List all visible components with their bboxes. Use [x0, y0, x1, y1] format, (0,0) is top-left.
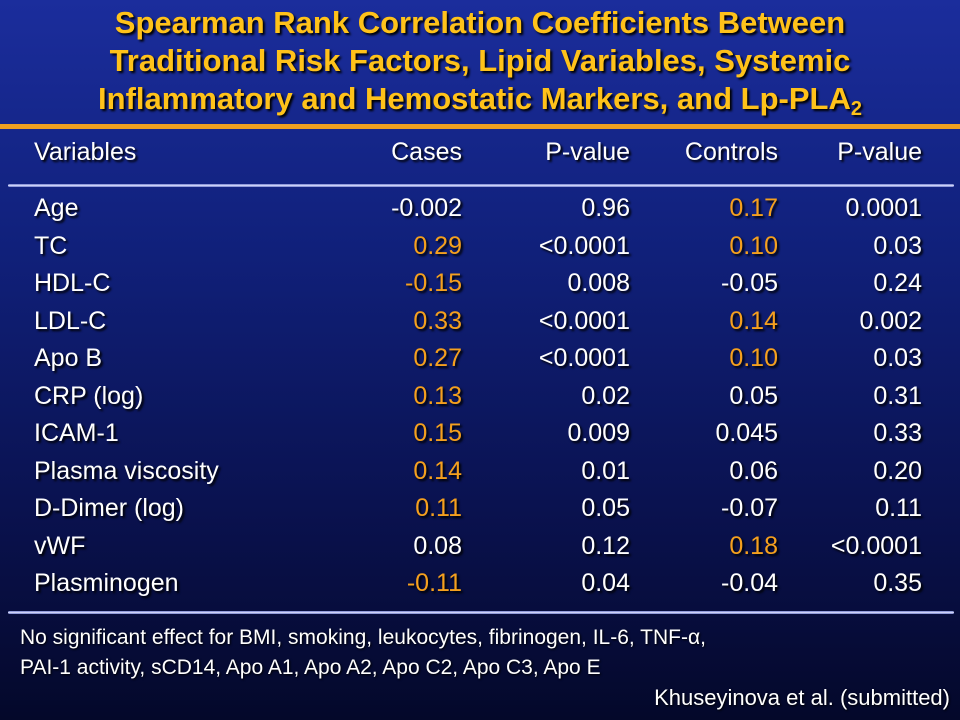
controls-p-value: 0.002 — [859, 307, 922, 335]
table-row: LDL-C 0.33 <0.0001 0.14 0.002 — [0, 303, 960, 340]
title-subscript: 2 — [850, 98, 862, 120]
controls-value: 0.17 — [729, 194, 778, 222]
cases-value: -0.15 — [405, 269, 462, 297]
row-label: D-Dimer (log) — [34, 494, 184, 522]
table-row: D-Dimer (log) 0.11 0.05 -0.07 0.11 — [0, 490, 960, 527]
cases-value: 0.29 — [413, 232, 462, 260]
controls-p-value: 0.35 — [873, 569, 922, 597]
title-underline — [0, 124, 960, 129]
cases-value: 0.08 — [413, 532, 462, 560]
controls-value: -0.07 — [721, 494, 778, 522]
cases-value: 0.15 — [413, 419, 462, 447]
row-label: HDL-C — [34, 269, 111, 297]
cases-value: 0.14 — [413, 457, 462, 485]
controls-value: 0.045 — [715, 419, 778, 447]
header-divider — [8, 184, 954, 187]
header-cases: Cases — [391, 138, 462, 166]
header-controls-p-value: P-value — [837, 138, 922, 166]
controls-p-value: 0.24 — [873, 269, 922, 297]
controls-p-value: <0.0001 — [830, 532, 922, 560]
cases-value: 0.13 — [413, 382, 462, 410]
table-row: Age -0.002 0.96 0.17 0.0001 — [0, 190, 960, 227]
footnote: No significant effect for BMI, smoking, … — [20, 623, 940, 683]
controls-p-value: 0.0001 — [845, 194, 922, 222]
table-bottom-divider — [8, 611, 954, 614]
controls-value: 0.14 — [729, 307, 778, 335]
table-row: vWF 0.08 0.12 0.18 <0.0001 — [0, 528, 960, 565]
controls-p-value: 0.11 — [875, 494, 922, 522]
header-cases-p-value: P-value — [545, 138, 630, 166]
cases-p-value: 0.01 — [581, 457, 630, 485]
controls-value: 0.18 — [729, 532, 778, 560]
row-label: CRP (log) — [34, 382, 144, 410]
cases-value: 0.27 — [413, 344, 462, 372]
cases-p-value: 0.96 — [581, 194, 630, 222]
row-label: ICAM-1 — [34, 419, 119, 447]
title-line-3: Inflammatory and Hemostatic Markers, and… — [0, 80, 960, 120]
cases-p-value: <0.0001 — [538, 344, 630, 372]
row-label: Age — [34, 194, 79, 222]
title-line-1: Spearman Rank Correlation Coefficients B… — [114, 5, 846, 40]
controls-value: -0.05 — [721, 269, 778, 297]
header-controls: Controls — [684, 138, 778, 166]
cases-value: 0.33 — [413, 307, 462, 335]
row-label: TC — [34, 232, 68, 260]
cases-p-value: 0.04 — [581, 569, 630, 597]
table-row: HDL-C -0.15 0.008 -0.05 0.24 — [0, 265, 960, 302]
cases-p-value: 0.008 — [567, 269, 630, 297]
header-variables: Variables — [34, 138, 137, 166]
cases-p-value: <0.0001 — [538, 232, 630, 260]
cases-value: -0.11 — [406, 569, 462, 597]
row-label: vWF — [34, 532, 86, 560]
cases-p-value: 0.009 — [567, 419, 630, 447]
controls-value: 0.05 — [729, 382, 778, 410]
controls-p-value: 0.20 — [873, 457, 922, 485]
controls-value: -0.04 — [721, 569, 778, 597]
citation: Khuseyinova et al. (submitted) — [654, 685, 950, 710]
row-label: LDL-C — [34, 307, 107, 335]
controls-p-value: 0.03 — [873, 232, 922, 260]
table-row: ICAM-1 0.15 0.009 0.045 0.33 — [0, 415, 960, 452]
table-row: Apo B 0.27 <0.0001 0.10 0.03 — [0, 340, 960, 377]
cases-p-value: <0.0001 — [538, 307, 630, 335]
table-row: Plasma viscosity 0.14 0.01 0.06 0.20 — [0, 453, 960, 490]
controls-p-value: 0.33 — [873, 419, 922, 447]
row-label: Apo B — [34, 344, 103, 372]
controls-p-value: 0.31 — [873, 382, 922, 410]
cases-p-value: 0.05 — [581, 494, 630, 522]
title-line-3-text: Inflammatory and Hemostatic Markers, and… — [98, 81, 851, 116]
controls-value: 0.06 — [729, 457, 778, 485]
row-label: Plasminogen — [34, 569, 179, 597]
cases-value: -0.002 — [391, 194, 462, 222]
title-line-2: Traditional Risk Factors, Lipid Variable… — [109, 43, 851, 78]
cases-p-value: 0.12 — [581, 532, 630, 560]
cases-p-value: 0.02 — [581, 382, 630, 410]
table-header-row: Variables Cases P-value Controls P-value — [0, 134, 960, 171]
footnote-line-1: No significant effect for BMI, smoking, … — [20, 626, 706, 649]
row-label: Plasma viscosity — [34, 457, 219, 485]
table-row: Plasminogen -0.11 0.04 -0.04 0.35 — [0, 565, 960, 602]
controls-p-value: 0.03 — [873, 344, 922, 372]
controls-value: 0.10 — [729, 344, 778, 372]
slide-title: Spearman Rank Correlation Coefficients B… — [0, 4, 960, 120]
cases-value: 0.11 — [415, 494, 462, 522]
controls-value: 0.10 — [729, 232, 778, 260]
table-row: CRP (log) 0.13 0.02 0.05 0.31 — [0, 378, 960, 415]
table-row: TC 0.29 <0.0001 0.10 0.03 — [0, 228, 960, 265]
footnote-line-2: PAI-1 activity, sCD14, Apo A1, Apo A2, A… — [20, 656, 601, 679]
